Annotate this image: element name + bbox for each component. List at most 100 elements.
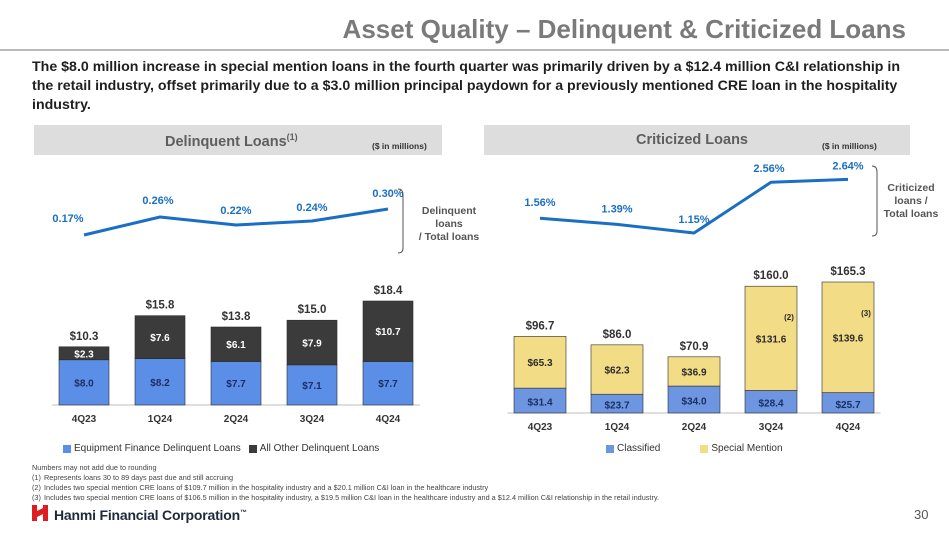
bar-segment [667,356,721,387]
footnote-number: (3) [32,493,41,502]
total-label: $70.9 [680,341,709,353]
total-label: $10.3 [70,331,99,343]
segment-label: $31.4 [527,398,552,409]
delinquent-legend: Equipment Finance Delinquent Loans All O… [63,443,387,454]
bar-segment [210,326,262,362]
delinquent-heading: Delinquent Loans(1) [165,132,298,150]
ratio-label: 2.56% [753,163,784,175]
segment-label: $131.6 [756,334,787,345]
legend-item: All Other Delinquent Loans [248,443,380,454]
total-label: $15.0 [298,304,327,316]
segment-label: $10.7 [375,327,400,338]
segment-label: $62.3 [604,366,629,377]
segment-label: $8.0 [74,378,94,389]
footnote-number: (2) [32,483,41,492]
category-label: 2Q24 [224,414,249,425]
delinquent-unit: ($ in millions) [372,141,427,151]
legend-swatch [248,444,257,453]
company-name-text: Hanmi Financial Corporation [54,507,240,523]
ratio-label: 0.24% [296,202,327,214]
ratio-line [83,207,389,237]
page-number: 30 [914,507,929,522]
delinquent-heading-text: Delinquent Loans [165,133,287,150]
bar-segment [134,315,186,359]
bar-segment [590,344,644,395]
segment-footnote-mark: (2) [784,313,794,322]
total-label: $86.0 [603,329,632,341]
company-name: Hanmi Financial Corporation™ [54,507,247,523]
segment-label: $7.1 [302,381,322,392]
ratio-label: 1.39% [601,203,632,215]
title-divider [0,49,949,51]
segment-label: $7.6 [150,333,170,344]
segment-label: $7.9 [302,339,322,350]
legend-label: Equipment Finance Delinquent Loans [74,443,241,454]
criticized-unit: ($ in millions) [822,141,877,151]
footnote-number: (1) [32,473,41,482]
segment-label: $7.7 [226,379,246,390]
criticized-ratio-bracket [871,165,878,237]
segment-label: $65.3 [527,358,552,369]
bar-segment [513,336,567,389]
segment-label: $2.3 [74,349,94,360]
criticized-heading: Criticized Loans [636,132,748,148]
ratio-label: 1.56% [524,197,555,209]
legend-label: Special Mention [711,443,783,454]
hanmi-logo-icon [32,505,48,521]
criticized-ratio-note-line3: Total loans [883,208,939,220]
legend-swatch [606,444,614,453]
delinquent-header-band [34,125,442,155]
footnote: (2) Includes two special mention CRE loan… [32,483,659,493]
criticized-ratio-note-line2: loans / [894,195,928,207]
delinquent-ratio-note: Delinquent loans / Total loans [409,205,489,244]
total-label: $165.3 [830,266,865,278]
ratio-label: 1.15% [678,214,709,226]
footnote-text: Includes two special mention CRE loans o… [44,493,660,502]
segment-label: $8.2 [150,378,170,389]
footnotes: Numbers may not add due to rounding (1) R… [32,463,659,503]
criticized-legend: Classified Special Mention [606,443,791,454]
delinquent-heading-footnote: (1) [286,132,298,142]
ratio-label: 0.17% [52,213,83,225]
bar-segment [58,359,110,406]
criticized-ratio-note-line1: Criticized [887,182,935,194]
footnote-intro: Numbers may not add due to rounding [32,463,157,472]
ratio-line [539,177,849,235]
legend-label: All Other Delinquent Loans [259,443,380,454]
ratio-label: 0.30% [372,188,403,200]
footnote: (1) Represents loans 30 to 89 days past d… [32,473,659,483]
delinquent-ratio-bracket [397,188,404,254]
criticized-chart: $31.4 $65.3 $96.7 4Q23 $23.7 $62.3 $86.0 1Q24 $3… [507,160,881,433]
intro-paragraph: The $8.0 million increase in special men… [32,59,901,113]
category-label: 3Q24 [759,422,784,433]
category-label: 3Q24 [300,414,325,425]
category-label: 4Q23 [528,422,553,433]
legend-swatch [63,444,71,453]
segment-label: $23.7 [604,401,629,412]
segment-label: $6.1 [226,340,246,351]
bar-segment [362,300,414,362]
segment-label: $36.9 [681,367,706,378]
segment-label: $25.7 [835,400,860,411]
category-label: 4Q24 [376,414,401,425]
delinquent-chart: $8.0 $2.3 $10.3 4Q23 $8.2 $7.6 $15.8 1Q24 $7.7 $6… [52,188,420,425]
bar-segment [821,281,875,393]
legend-item: Equipment Finance Delinquent Loans [63,443,241,454]
criticized-ratio-note: Criticized loans / Total loans [876,182,946,221]
footnote-text: Includes two special mention CRE loans o… [44,483,489,492]
footnote-text: Represents loans 30 to 89 days past due … [44,473,234,482]
delinquent-ratio-note-line1: Delinquent loans [421,205,477,230]
segment-label: $28.4 [758,399,783,410]
bar-segment [58,346,110,361]
ratio-label: 0.22% [220,205,251,217]
total-label: $96.7 [526,320,555,332]
total-label: $18.4 [374,285,403,297]
criticized-header-band [484,125,910,155]
bar-segment [667,385,721,414]
total-label: $15.8 [146,300,175,312]
segment-label: $34.0 [681,397,706,408]
category-label: 4Q23 [72,414,97,425]
bar-segment [513,387,567,414]
total-label: $13.8 [222,311,251,323]
